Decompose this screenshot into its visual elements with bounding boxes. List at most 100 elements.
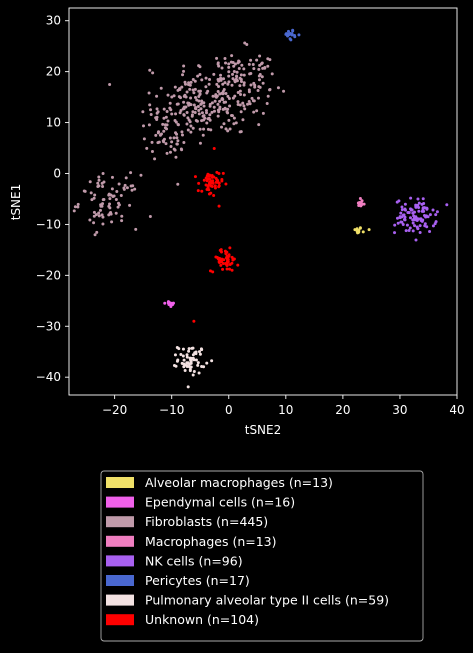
scatter-point [189,80,193,84]
scatter-point [242,81,246,85]
scatter-point [188,368,192,372]
scatter-point [151,71,155,75]
scatter-point [150,140,154,144]
scatter-point [156,131,160,135]
scatter-point [172,136,176,140]
scatter-point [258,85,262,89]
scatter-point [200,99,204,103]
scatter-point [258,73,262,77]
scatter-point [176,102,180,106]
scatter-point [212,146,216,150]
scatter-point [191,373,195,377]
scatter-point [239,110,243,114]
scatter-point [148,68,152,72]
x-tick-label: −20 [102,403,127,417]
scatter-point [224,61,228,65]
scatter-point [100,213,104,217]
scatter-point [177,347,181,351]
scatter-point [159,132,163,136]
scatter-point [200,189,204,193]
scatter-point [255,58,259,62]
scatter-point [226,82,230,86]
scatter-point [197,112,201,116]
scatter-point [418,230,422,234]
series-points-1 [163,300,175,308]
scatter-point [230,83,234,87]
series-points-0 [353,226,371,235]
x-tick-label: 20 [335,403,350,417]
scatter-point [216,102,220,106]
scatter-point [247,99,251,103]
scatter-point [276,86,280,90]
scatter-point [108,82,112,86]
scatter-point [159,86,163,90]
scatter-point [196,363,200,367]
scatter-point [243,107,247,111]
scatter-point [242,93,246,97]
scatter-point [255,109,259,113]
scatter-point [399,211,403,215]
scatter-point [72,209,76,213]
scatter-point [210,175,214,179]
legend-label: Unknown (n=104) [145,612,259,627]
scatter-point [174,155,178,159]
scatter-point [235,70,239,74]
scatter-point [215,82,219,86]
scatter-point [222,258,226,262]
scatter-point [265,101,269,105]
scatter-point [220,178,224,182]
scatter-point [76,202,80,206]
scatter-point [176,182,180,186]
scatter-point [179,147,183,151]
scatter-point [95,230,99,234]
scatter-point [101,184,105,188]
scatter-point [282,89,286,93]
scatter-point [434,213,438,217]
scatter-point [130,188,134,192]
scatter-point [174,112,178,116]
scatter-point [149,108,153,112]
scatter-point [162,107,166,111]
scatter-point [230,268,234,272]
legend-swatch [106,594,134,606]
scatter-point [114,211,118,215]
scatter-point [242,73,246,77]
legend-swatch [106,614,134,626]
scatter-point [360,202,364,206]
scatter-point [206,186,210,190]
scatter-point [414,205,418,209]
scatter-point [161,139,165,143]
scatter-point [182,64,186,68]
scatter-point [224,252,228,256]
scatter-point [169,108,173,112]
scatter-point [153,157,157,161]
scatter-point [196,189,200,193]
scatter-point [192,358,196,362]
scatter-point [147,123,151,127]
scatter-point [197,89,201,93]
scatter-point [193,110,197,114]
scatter-point [209,184,213,188]
scatter-point [435,210,439,214]
scatter-point [102,180,106,184]
scatter-point [133,187,137,191]
scatter-point [227,74,231,78]
scatter-point [227,70,231,74]
scatter-point [286,29,290,33]
x-tick-label: 40 [449,403,464,417]
scatter-point [213,99,217,103]
scatter-point [131,184,135,188]
scatter-point [99,203,103,207]
scatter-point [114,197,118,201]
scatter-point [288,31,292,35]
scatter-point [260,75,264,79]
scatter-point [219,78,223,82]
scatter-point [226,94,230,98]
scatter-point [197,350,201,354]
scatter-point [268,87,272,91]
scatter-point [431,208,435,212]
scatter-point [166,300,170,304]
legend-label: Ependymal cells (n=16) [145,495,295,510]
scatter-point [356,201,360,205]
scatter-point [239,77,243,81]
